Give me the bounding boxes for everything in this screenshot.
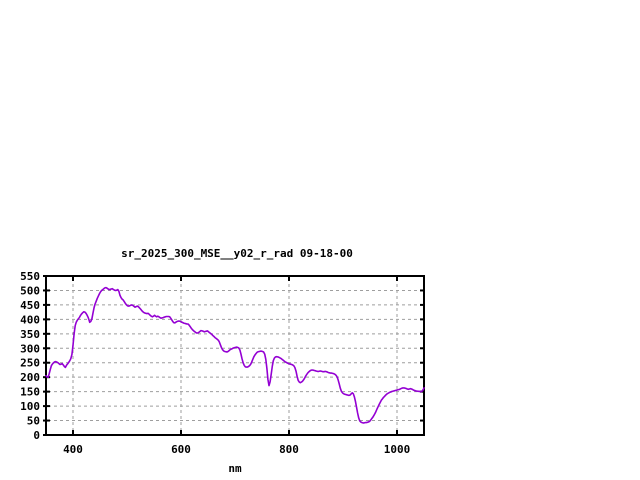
axis-ticks (43, 275, 424, 436)
gridlines (48, 278, 422, 433)
y-tick-label: 300 (20, 342, 40, 355)
y-tick-label: 500 (20, 284, 40, 297)
y-tick-label: 450 (20, 299, 40, 312)
y-tick-label: 350 (20, 328, 40, 341)
x-tick-label: 400 (63, 443, 83, 456)
y-tick-label: 0 (33, 429, 40, 442)
x-tick-label: 1000 (384, 443, 411, 456)
y-tick-label: 100 (20, 400, 40, 413)
y-tick-label: 250 (20, 357, 40, 370)
y-tick-label: 200 (20, 371, 40, 384)
y-tick-label: 550 (20, 270, 40, 283)
plot-border (45, 275, 425, 436)
y-tick-label: 50 (27, 415, 40, 428)
x-axis-label: nm (228, 462, 242, 475)
chart-title: sr_2025_300_MSE__y02_r_rad 09-18-00 (121, 247, 353, 260)
y-tick-label: 400 (20, 313, 40, 326)
x-tick-label: 800 (279, 443, 299, 456)
spectrum-line (45, 286, 425, 424)
x-tick-labels: 400 600 800 1000 (63, 443, 410, 456)
y-tick-label: 150 (20, 386, 40, 399)
x-tick-label: 600 (171, 443, 191, 456)
